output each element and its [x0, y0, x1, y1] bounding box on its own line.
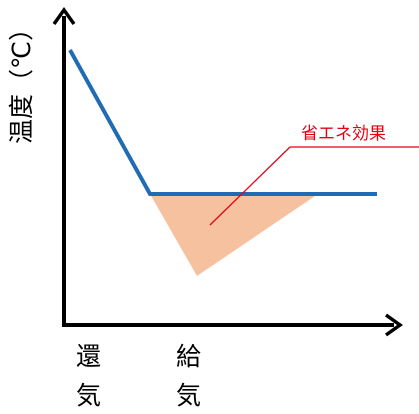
temperature-line	[68, 49, 377, 196]
energy-saving-annotation: 省エネ効果	[301, 124, 386, 144]
annotation-leader-diagonal	[209, 146, 291, 226]
y-axis-arrowhead	[52, 6, 76, 26]
supply-air-label-top: 給	[176, 342, 201, 371]
return-air-label-top: 還	[76, 342, 101, 371]
y-axis-label: 温度（℃）	[7, 16, 36, 144]
x-axis-arrowhead	[384, 313, 404, 337]
return-air-label-bottom: 気	[76, 381, 101, 410]
supply-air-label-bottom: 気	[176, 381, 201, 410]
energy-saving-area	[150, 194, 318, 276]
